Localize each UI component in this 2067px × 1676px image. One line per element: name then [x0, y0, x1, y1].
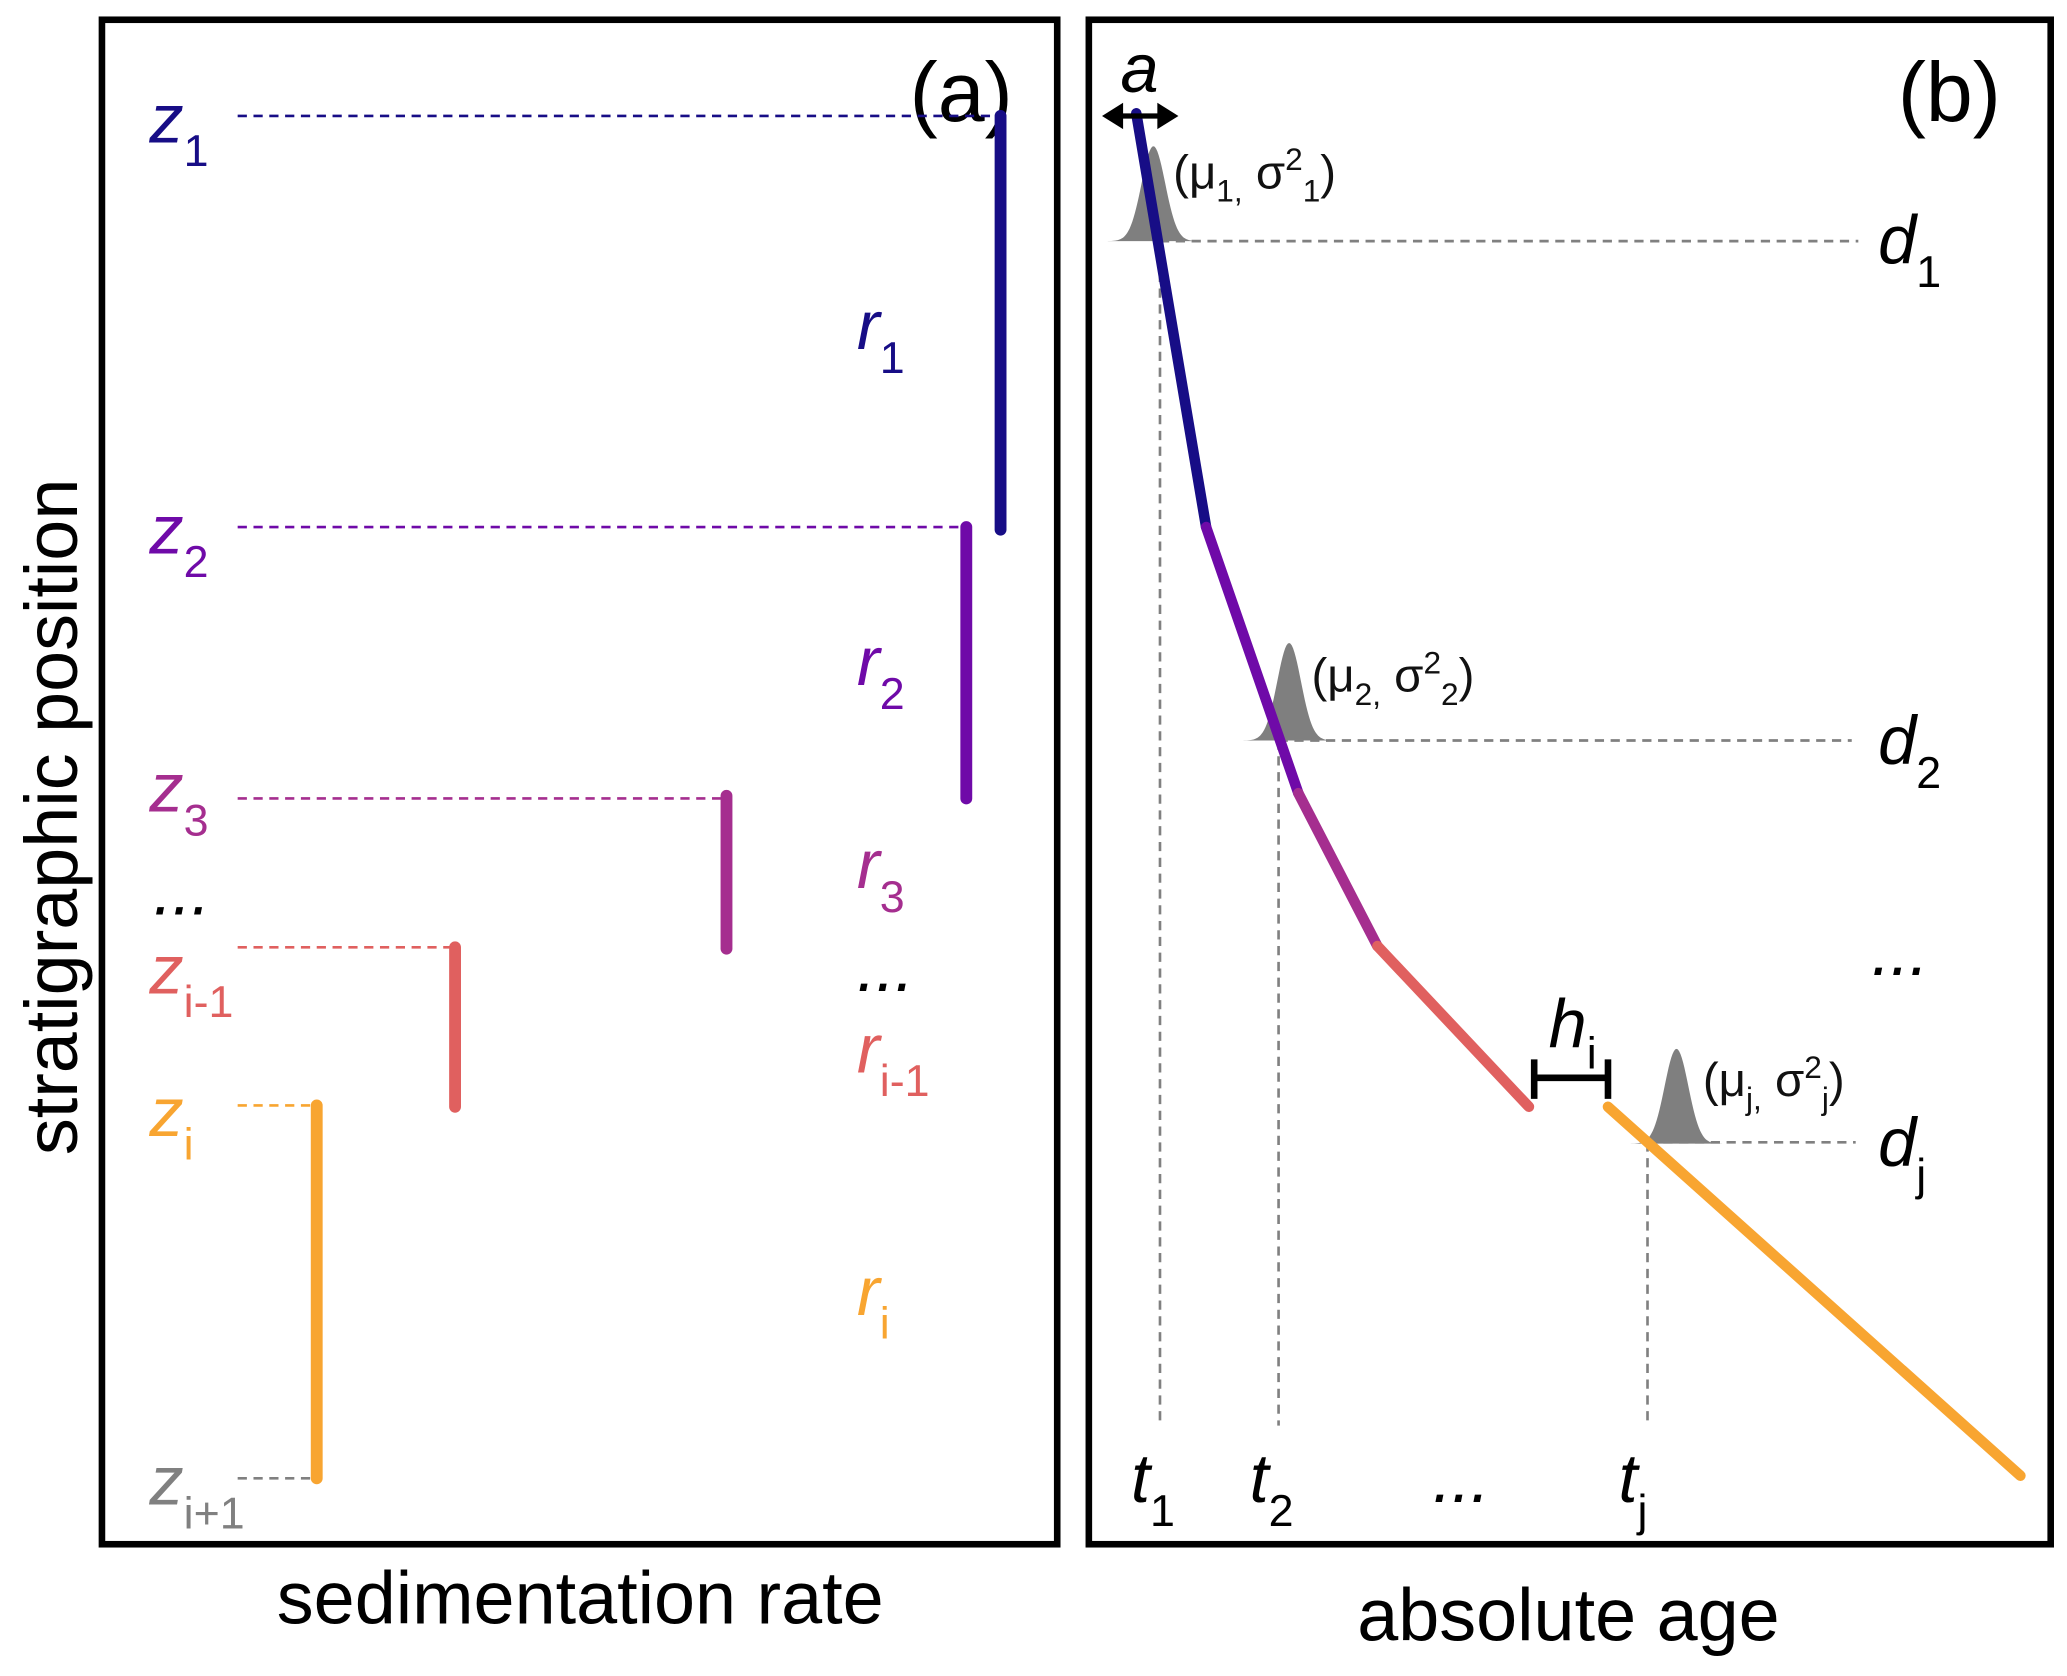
curve-segment-2 — [1200, 521, 1304, 799]
curve-segment-1 — [1131, 108, 1212, 533]
age-depth-curve — [1131, 108, 2026, 1481]
t2-label: t2 — [1250, 1440, 1294, 1536]
panel-b-xlabel: absolute age — [1357, 1573, 1779, 1656]
panel-a-dashed-levels — [237, 114, 998, 1480]
zi-label: zi — [148, 1074, 193, 1170]
panel-a-ylabel: stratigraphic position — [10, 479, 93, 1156]
d2-label: d2 — [1878, 702, 1941, 798]
param-label-j: (μj, σ2j) — [1703, 1049, 1845, 1117]
ri-label: ri — [857, 1253, 890, 1349]
z-ellipsis: ... — [153, 852, 210, 929]
curve-segment-5 — [1602, 1101, 2026, 1481]
curve-segment-3 — [1293, 787, 1383, 952]
panel-a-rate-bars — [310, 110, 1007, 1485]
age-distribution-j — [1626, 1048, 1727, 1144]
hi-label: hi — [1549, 986, 1597, 1079]
ri-1-label: ri-1 — [857, 1011, 930, 1107]
panel-b-frame — [1085, 16, 2054, 1548]
param-label-1: (μ1, σ21) — [1173, 141, 1336, 209]
dj-label: dj — [1878, 1104, 1926, 1200]
a-offset-arrow — [1102, 102, 1179, 130]
r2-label: r2 — [857, 623, 905, 719]
zi-1-label: zi-1 — [148, 931, 233, 1027]
z3-label: z3 — [148, 750, 208, 846]
panel-a-xlabel: sedimentation rate — [277, 1556, 884, 1639]
z2-label: z2 — [148, 491, 208, 587]
a-label: a — [1120, 30, 1158, 107]
param-label-2: (μ2, σ22) — [1312, 644, 1475, 712]
zi+1-label: zi+1 — [148, 1443, 244, 1539]
panel-b-dashed-guides — [1158, 239, 1859, 1426]
curve-segment-4 — [1372, 940, 1535, 1113]
r1-label: r1 — [857, 287, 905, 383]
r3-label: r3 — [857, 826, 905, 922]
panel-b-tag: (b) — [1898, 45, 2001, 139]
r-ellipsis: ... — [857, 929, 914, 1006]
t-ellipsis: ... — [1433, 1440, 1490, 1517]
t1-label: t1 — [1131, 1440, 1175, 1536]
z1-label: z1 — [148, 80, 208, 176]
age-distribution-2 — [1233, 642, 1345, 741]
d1-label: d1 — [1878, 202, 1941, 298]
panel-a-frame — [98, 16, 1061, 1548]
hiatus-bracket — [1530, 1059, 1612, 1099]
d-ellipsis: ... — [1872, 913, 1929, 990]
tj-label: tj — [1619, 1440, 1648, 1536]
